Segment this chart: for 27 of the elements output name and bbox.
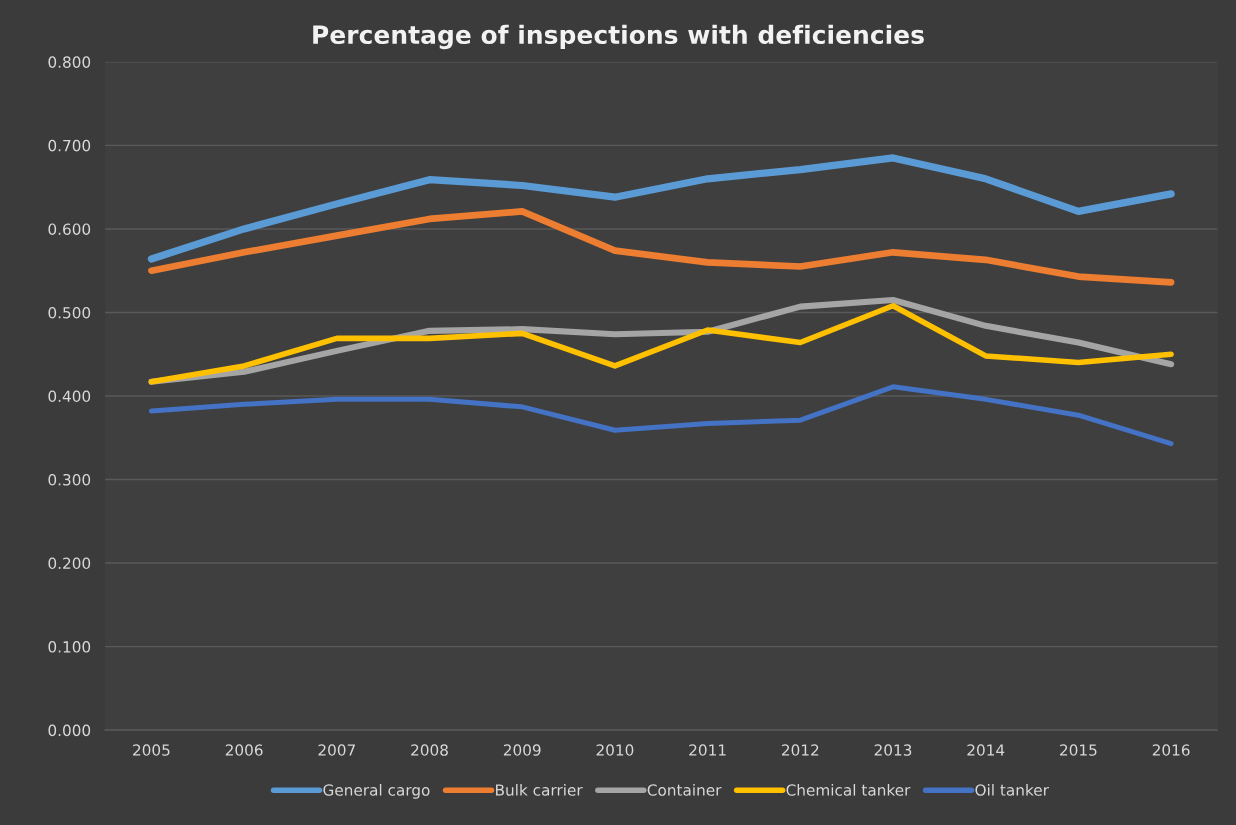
x-tick-label: 2014 [967, 744, 1005, 756]
x-tick-label: 2008 [411, 744, 448, 756]
y-tick-label: 0.000 [48, 724, 91, 737]
x-tick-label: 2010 [596, 744, 634, 756]
y-tick-label: 0.500 [48, 306, 91, 319]
legend-label: General cargo [323, 783, 430, 799]
y-tick-label: 0.700 [48, 139, 91, 152]
y-tick-label: 0.600 [48, 223, 91, 235]
x-tick-label: 2015 [1060, 744, 1097, 756]
x-tick-label: 2011 [689, 744, 726, 756]
legend-label: Bulk carrier [496, 783, 583, 796]
y-tick-label: 0.300 [48, 474, 91, 486]
x-tick-label: 2012 [781, 744, 819, 756]
y-tick-label: 0.200 [48, 557, 91, 570]
y-tick-label: 0.400 [48, 390, 91, 403]
legend-label: Chemical tanker [786, 783, 911, 796]
x-tick-label: 2007 [318, 744, 355, 756]
y-tick-label: 0.100 [48, 641, 91, 653]
legend-label: Oil tanker [975, 783, 1049, 796]
x-tick-label: 2016 [1152, 744, 1190, 756]
x-tick-label: 2006 [225, 744, 263, 756]
y-tick-label: 0.800 [48, 56, 91, 68]
legend-label: Container [647, 783, 722, 796]
x-tick-label: 2005 [133, 744, 170, 756]
x-tick-label: 2013 [874, 744, 912, 756]
chart-title: Percentage of inspections with deficiencies [313, 24, 924, 50]
x-tick-label: 2009 [503, 744, 541, 756]
